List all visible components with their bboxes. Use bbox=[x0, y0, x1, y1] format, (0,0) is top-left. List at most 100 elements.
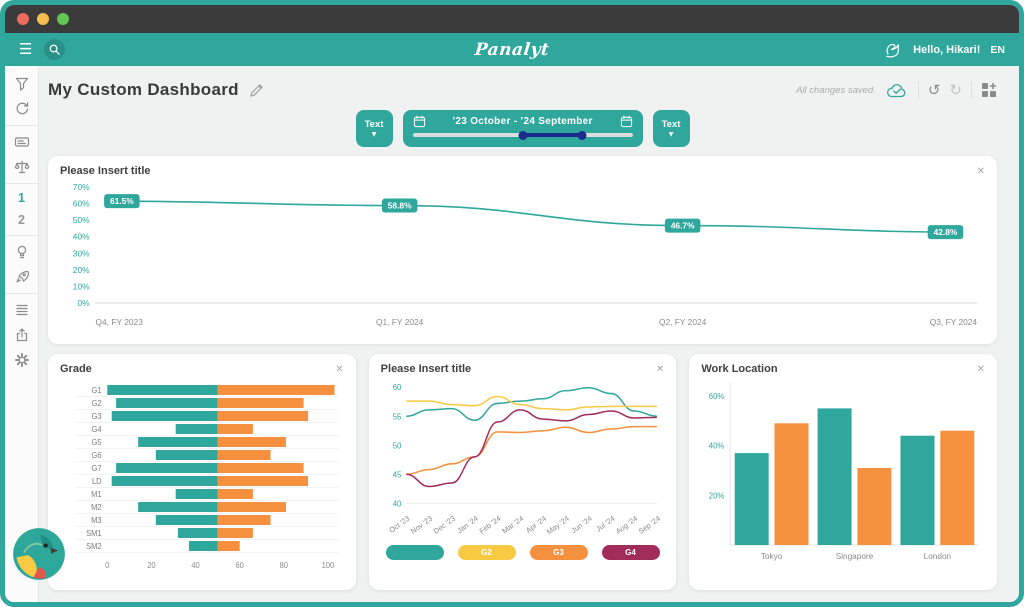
svg-text:50: 50 bbox=[392, 441, 401, 450]
legend-pill-G3[interactable]: G3 bbox=[529, 545, 588, 560]
svg-text:70%: 70% bbox=[73, 182, 90, 192]
svg-text:Q1, FY 2024: Q1, FY 2024 bbox=[376, 317, 424, 327]
svg-text:46.7%: 46.7% bbox=[671, 221, 695, 231]
svg-text:30%: 30% bbox=[73, 248, 90, 258]
svg-text:G2: G2 bbox=[92, 399, 102, 408]
greeting-text: Hello, Hikari! bbox=[913, 43, 981, 56]
svg-text:20%: 20% bbox=[709, 491, 725, 500]
svg-text:M2: M2 bbox=[91, 503, 101, 512]
sidebar-divider bbox=[5, 183, 38, 184]
svg-text:Dec '23: Dec '23 bbox=[431, 514, 456, 536]
right-text-dropdown[interactable]: Text ▼ bbox=[652, 110, 690, 147]
svg-text:Q3, FY 2024: Q3, FY 2024 bbox=[930, 317, 978, 327]
search-button[interactable] bbox=[44, 39, 66, 60]
chevron-down-icon: ▼ bbox=[371, 131, 377, 138]
svg-text:Jul '24: Jul '24 bbox=[594, 514, 616, 534]
work-location-card: Work Location ✕ 20% 40% 60% Tokyo Singapore L… bbox=[689, 354, 998, 590]
close-icon[interactable]: ✕ bbox=[655, 363, 665, 375]
date-slider-handle-end[interactable] bbox=[577, 130, 587, 140]
date-slider-handle-start[interactable] bbox=[518, 130, 527, 140]
left-text-dropdown[interactable]: Text ▼ bbox=[355, 110, 393, 147]
svg-text:G3: G3 bbox=[92, 412, 102, 421]
hamburger-menu-icon[interactable]: ☰ bbox=[19, 40, 33, 58]
cloud-saved-icon bbox=[886, 83, 906, 97]
main-content: My Custom Dashboard All changes saved. ↺… bbox=[39, 66, 1019, 602]
svg-text:40: 40 bbox=[191, 561, 200, 570]
svg-text:Tokyo: Tokyo bbox=[761, 551, 783, 561]
window-titlebar bbox=[5, 5, 1019, 33]
trend-chart-card: Please Insert title ✕ 70% 60% 50% 40% 30% 20%… bbox=[48, 156, 997, 344]
monthly-lines-card: Please Insert title ✕ 40 45 50 55 60 Oct '23 N… bbox=[368, 354, 677, 590]
sidebar: 1 2 bbox=[5, 66, 39, 602]
trend-line-chart: 70% 60% 50% 40% 30% 20% 10% 0% 61.5% 58.8% 46.7% 42… bbox=[73, 182, 978, 327]
svg-text:Apr '24: Apr '24 bbox=[524, 514, 548, 535]
svg-text:42.8%: 42.8% bbox=[934, 227, 958, 237]
svg-text:45: 45 bbox=[392, 470, 401, 479]
calendar-start-icon[interactable] bbox=[413, 115, 426, 128]
svg-text:M1: M1 bbox=[91, 490, 101, 499]
sidebar-divider bbox=[5, 293, 38, 294]
settings-gear-icon[interactable] bbox=[14, 352, 30, 368]
undo-button[interactable]: ↺ bbox=[927, 80, 941, 99]
scales-icon[interactable] bbox=[14, 159, 30, 175]
svg-text:58.8%: 58.8% bbox=[388, 201, 412, 211]
swan-icon[interactable] bbox=[881, 41, 903, 59]
svg-text:Q4, FY 2023: Q4, FY 2023 bbox=[96, 317, 144, 327]
language-selector[interactable]: EN bbox=[990, 43, 1005, 56]
edit-title-pencil-icon[interactable] bbox=[249, 83, 264, 98]
chart-legend: G2 G3 G4 bbox=[381, 545, 665, 560]
svg-text:May '24: May '24 bbox=[545, 514, 571, 537]
sidebar-page-2[interactable]: 2 bbox=[18, 213, 25, 227]
calendar-end-icon[interactable] bbox=[620, 115, 633, 128]
grade-diverging-bar-chart: G1 G2 G3 G4 G5 G6 G7 LD M1 M2 M3 SM1 SM2 0 20 40 60 80 100 bbox=[75, 385, 339, 570]
svg-text:G1: G1 bbox=[92, 386, 102, 395]
panalyt-mascot-logo[interactable] bbox=[12, 527, 66, 581]
svg-text:61.5%: 61.5% bbox=[110, 196, 134, 206]
svg-text:SM1: SM1 bbox=[86, 529, 102, 538]
close-icon[interactable]: ✕ bbox=[976, 165, 985, 177]
lightbulb-icon[interactable] bbox=[14, 244, 30, 260]
work-location-card-title: Work Location bbox=[701, 363, 778, 375]
svg-text:Mar '24: Mar '24 bbox=[500, 514, 525, 536]
reset-icon[interactable] bbox=[14, 101, 30, 117]
svg-text:20%: 20% bbox=[73, 265, 90, 275]
search-icon bbox=[50, 44, 61, 55]
chevron-down-icon: ▼ bbox=[668, 131, 674, 138]
legend-pill-series1[interactable] bbox=[385, 545, 444, 560]
date-range-picker[interactable]: ’23 October - ’24 September bbox=[402, 110, 643, 147]
svg-text:100: 100 bbox=[322, 561, 335, 570]
close-icon[interactable]: ✕ bbox=[335, 363, 344, 375]
svg-text:Nov '23: Nov '23 bbox=[409, 514, 434, 536]
filter-icon[interactable] bbox=[14, 76, 30, 92]
rocket-icon[interactable] bbox=[14, 269, 30, 285]
close-window-button[interactable] bbox=[17, 13, 29, 25]
svg-text:Singapore: Singapore bbox=[836, 551, 874, 561]
svg-text:LD: LD bbox=[92, 477, 102, 486]
legend-pill-G4[interactable]: G4 bbox=[601, 545, 660, 560]
toolbar-divider bbox=[917, 81, 919, 99]
svg-text:Oct '23: Oct '23 bbox=[387, 514, 411, 535]
list-icon[interactable] bbox=[14, 302, 30, 318]
add-widget-icon[interactable] bbox=[981, 82, 997, 98]
legend-pill-G2[interactable]: G2 bbox=[457, 545, 516, 560]
boards-icon[interactable] bbox=[14, 134, 30, 150]
zoom-window-button[interactable] bbox=[57, 13, 69, 25]
panalyt-logo: Panalyt bbox=[473, 39, 551, 60]
share-icon[interactable] bbox=[14, 327, 30, 343]
svg-text:London: London bbox=[924, 551, 952, 561]
sidebar-divider bbox=[5, 235, 38, 236]
date-slider-track[interactable] bbox=[412, 130, 633, 140]
dashboard-toolbar: Text ▼ ’23 October - ’24 September bbox=[48, 110, 997, 147]
svg-text:G6: G6 bbox=[92, 451, 102, 460]
svg-text:Jun '24: Jun '24 bbox=[569, 514, 593, 536]
svg-text:SM2: SM2 bbox=[86, 542, 102, 551]
minimize-window-button[interactable] bbox=[37, 13, 49, 25]
sidebar-page-1[interactable]: 1 bbox=[18, 191, 25, 205]
redo-button[interactable]: ↻ bbox=[949, 80, 962, 99]
svg-text:55: 55 bbox=[392, 412, 401, 421]
close-icon[interactable]: ✕ bbox=[976, 363, 986, 375]
svg-text:G7: G7 bbox=[92, 464, 102, 473]
svg-text:40: 40 bbox=[392, 499, 401, 508]
